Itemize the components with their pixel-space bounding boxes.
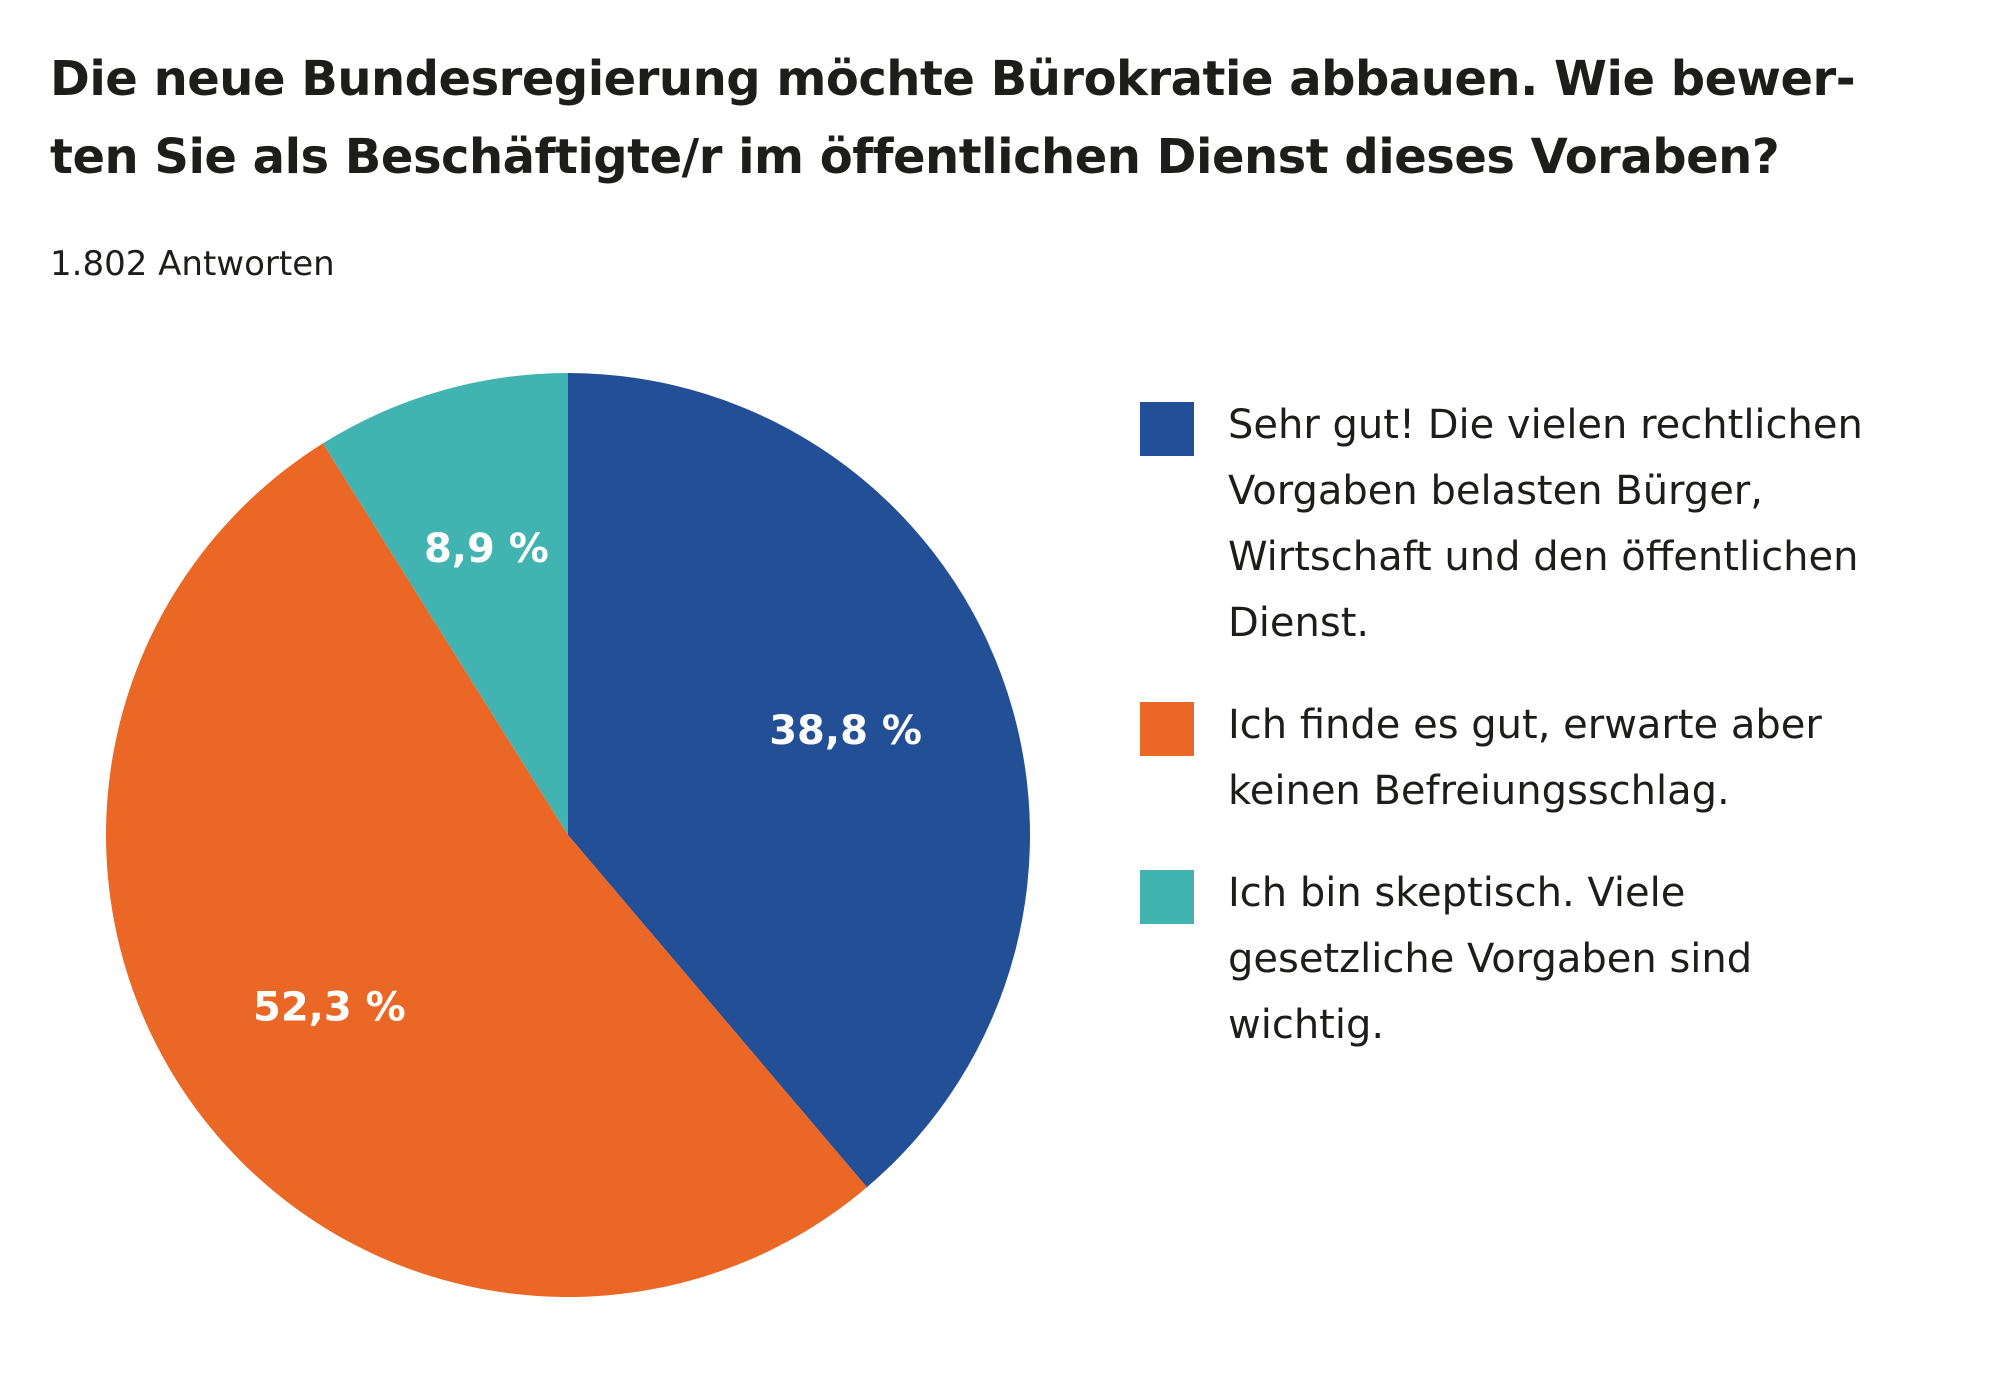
- pie-label-skeptisch: 8,9 %: [424, 526, 549, 572]
- legend-label-sehr-gut: Sehr gut! Die vielen rechtlichen Vorgabe…: [1228, 392, 1863, 656]
- legend-label-line: wichtig.: [1228, 1002, 1385, 1048]
- pie-slice-sehr-gut: [568, 373, 1030, 1188]
- chart-title-line-1: Die neue Bundesregierung möchte Bürokrat…: [50, 51, 1856, 107]
- legend-label-line: Vorgaben belasten Bürger,: [1228, 468, 1763, 514]
- chart-title-line-2: ten Sie als Beschäftigte/r im öffentlich…: [50, 129, 1780, 185]
- legend-item-gut: Ich finde es gut, erwarte aber keinen Be…: [1140, 698, 1970, 824]
- legend-swatch-gut: [1140, 702, 1194, 756]
- pie-slices: [105, 373, 1030, 1298]
- legend-label-gut: Ich finde es gut, erwarte aber keinen Be…: [1228, 692, 1822, 824]
- legend-swatch-skeptisch: [1140, 870, 1194, 924]
- legend-label-skeptisch: Ich bin skeptisch. Viele gesetzliche Vor…: [1228, 860, 1752, 1058]
- chart-title: Die neue Bundesregierung möchte Bürokrat…: [50, 40, 1950, 196]
- legend-label-line: keinen Befreiungsschlag.: [1228, 768, 1730, 814]
- legend-label-line: Dienst.: [1228, 600, 1370, 646]
- legend-swatch-sehr-gut: [1140, 402, 1194, 456]
- legend-label-line: Wirtschaft und den öffentlichen: [1228, 534, 1859, 580]
- legend-item-sehr-gut: Sehr gut! Die vielen rechtlichen Vorgabe…: [1140, 398, 1970, 656]
- pie-slice-skeptisch: [322, 373, 568, 835]
- pie-label-sehr-gut: 38,8 %: [769, 708, 922, 754]
- legend-label-line: Ich bin skeptisch. Viele: [1228, 870, 1686, 916]
- legend-label-line: Sehr gut! Die vielen rechtlichen: [1228, 402, 1863, 448]
- legend-item-skeptisch: Ich bin skeptisch. Viele gesetzliche Vor…: [1140, 866, 1970, 1058]
- legend-label-line: gesetzliche Vorgaben sind: [1228, 936, 1753, 982]
- pie-slice-gut: [105, 443, 867, 1298]
- legend: Sehr gut! Die vielen rechtlichen Vorgabe…: [1140, 398, 1970, 1100]
- legend-label-line: Ich finde es gut, erwarte aber: [1228, 702, 1822, 748]
- pie-label-gut: 52,3 %: [253, 985, 406, 1031]
- response-count: 1.802 Antworten: [50, 244, 335, 284]
- pie-labels: 38,8 % 52,3 % 8,9 %: [253, 526, 922, 1031]
